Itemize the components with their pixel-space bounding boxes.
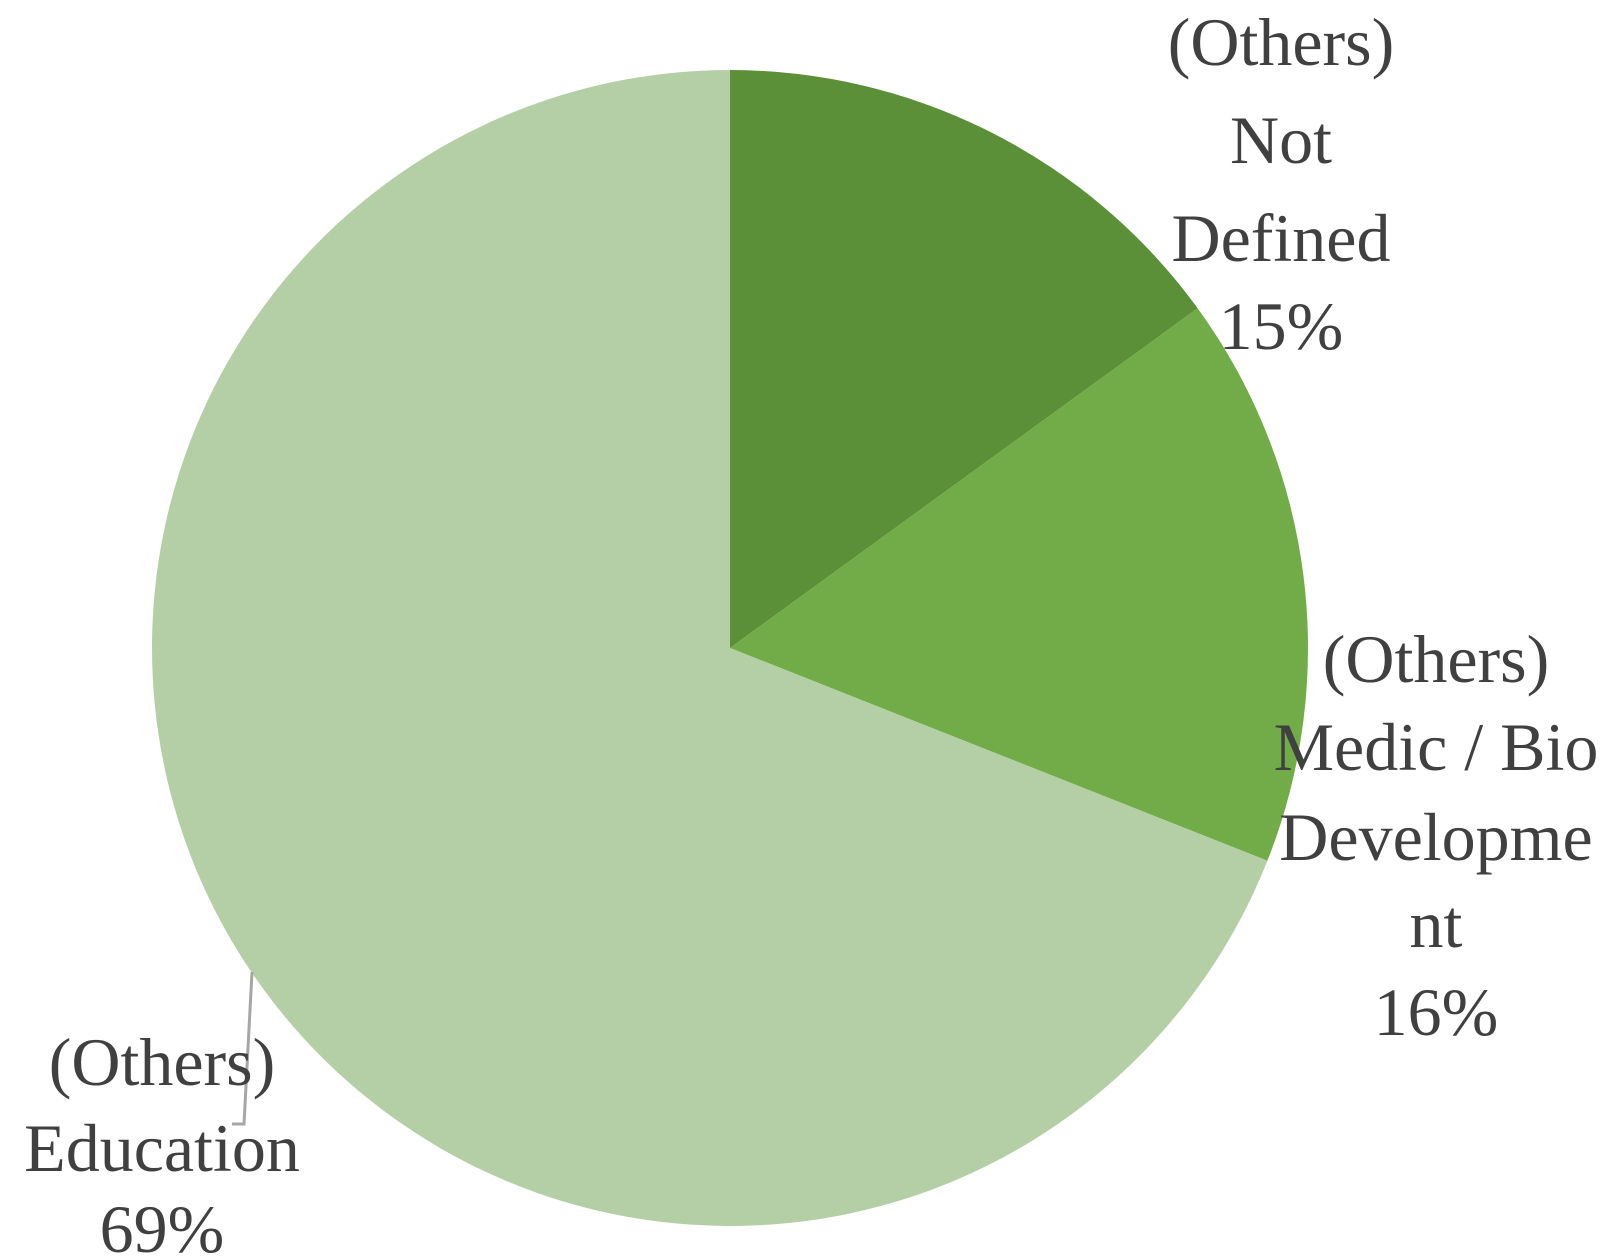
pie-slice-0 [730, 70, 1198, 648]
data-label-percent: 16% [1374, 974, 1499, 1050]
data-label-line: (Others) [1323, 621, 1550, 697]
pie-slice-2 [152, 69, 1268, 1226]
data-label-education: (Others) Education 69% [24, 1024, 300, 1260]
data-label-line: (Others) [49, 1024, 276, 1100]
pie-slices [152, 69, 1309, 1226]
leader-lines [232, 971, 254, 1126]
data-label-line: Defined [1171, 200, 1390, 276]
data-label-percent: 69% [100, 1191, 225, 1260]
data-label-percent: 15% [1219, 288, 1344, 364]
data-label-line: nt [1410, 886, 1463, 962]
data-label-line: Education [24, 1110, 300, 1186]
data-label-line: Developme [1279, 799, 1592, 875]
data-label-medic-bio-development: (Others) Medic / Bio Developme nt 16% [1274, 621, 1599, 1050]
data-label-not-defined: (Others) Not Defined 15% [1168, 4, 1395, 364]
data-label-line: Medic / Bio [1274, 709, 1599, 785]
leader-line-education [232, 971, 254, 1126]
pie-slice-1 [730, 308, 1309, 861]
data-label-line: Not [1230, 102, 1332, 178]
data-label-line: (Others) [1168, 4, 1395, 80]
